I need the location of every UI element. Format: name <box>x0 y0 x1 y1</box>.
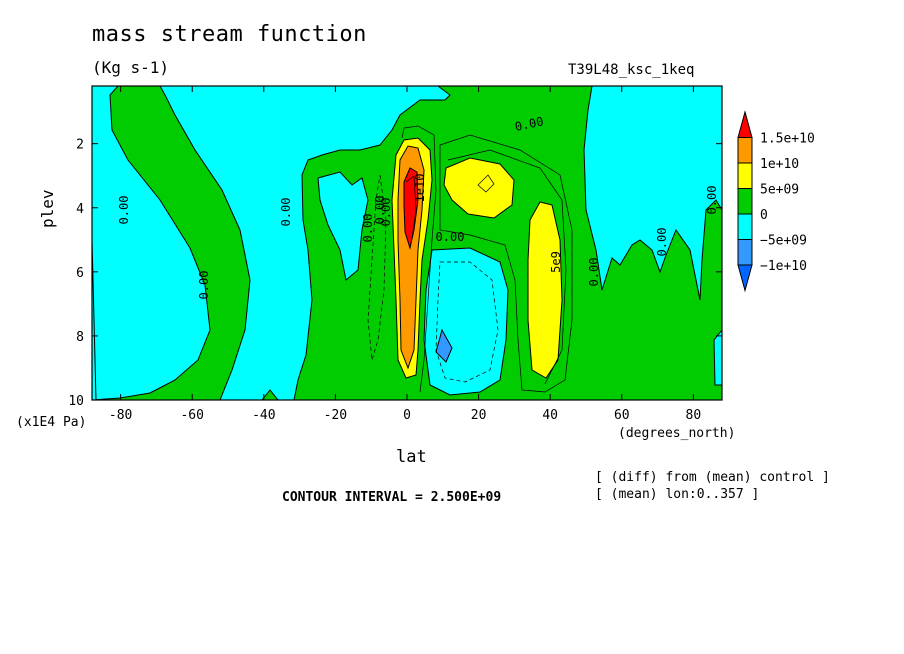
contour-label: 0.00 <box>705 186 719 215</box>
contour-label: 0.00 <box>379 198 393 227</box>
run-id: T39L48_ksc_1keq <box>568 62 695 78</box>
y-tick-label: 10 <box>68 394 84 409</box>
x-tick-label: 20 <box>471 408 487 423</box>
negative-zone-north-corner <box>713 328 723 386</box>
negative-zone-southpole <box>91 85 211 401</box>
contour-label: 0.00 <box>514 114 545 134</box>
negative-zone-tropics-south <box>317 171 369 281</box>
x-axis-units: (degrees_north) <box>618 426 736 441</box>
y-axis-units: (x1E4 Pa) <box>16 415 87 430</box>
contour-label: 0.00 <box>117 196 131 225</box>
contour-label: 0.00 <box>655 228 669 257</box>
contour-label: 0.00 <box>197 271 211 300</box>
x-tick-label: 0 <box>403 408 411 423</box>
contour-labels: 0.00 0.00 0.00 0.00 0.00 0.00 0.00 0.00 … <box>117 114 719 299</box>
positive-cell-upper-north <box>443 157 515 219</box>
contour-line-pos-2 <box>447 149 567 385</box>
y-tick-label: 4 <box>76 202 84 217</box>
y-tick-label: 6 <box>76 266 84 281</box>
contour-label: 0.00 <box>361 214 375 243</box>
contour-interval: CONTOUR INTERVAL = 2.500E+09 <box>282 490 502 505</box>
contour-label: 0.00 <box>587 258 601 287</box>
negative-zone-tropics-north <box>423 247 509 396</box>
x-tick-label: -20 <box>324 408 347 423</box>
negative-zone-midlat-south <box>159 85 451 401</box>
colorbar-swatch-top <box>737 110 753 138</box>
axes: -80 -60 -40 -20 0 20 40 60 80 2 4 6 8 10 <box>68 86 722 423</box>
colorbar-swatch <box>737 239 753 266</box>
x-tick-label: -80 <box>109 408 132 423</box>
colorbar-label: −5e+09 <box>760 234 807 249</box>
x-tick-label: -60 <box>180 408 203 423</box>
colorbar-label: 5e+09 <box>760 183 799 198</box>
chart-units: (Kg s-1) <box>92 58 170 77</box>
colorbar-label: 1e+10 <box>760 157 799 172</box>
y-tick-label: 2 <box>76 138 84 153</box>
x-tick-label: 80 <box>686 408 702 423</box>
colorbar-label: 1.5e+10 <box>760 132 815 147</box>
contour-label: 1e10 <box>413 174 427 203</box>
y-tick-label: 8 <box>76 330 84 345</box>
colorbar-swatch <box>737 188 753 215</box>
colorbar-label: −1e+10 <box>760 259 807 274</box>
chart-title: mass stream function <box>92 22 367 47</box>
colorbar-swatch <box>737 162 753 189</box>
contour-line-equator-2 <box>405 175 417 239</box>
positive-cell-40n <box>527 201 563 379</box>
contour-line-pos-3 <box>477 174 495 193</box>
x-axis-label: lat <box>396 447 427 467</box>
contour-lines <box>367 125 573 393</box>
note-mean: [ (mean) lon:0..357 ] <box>595 487 760 502</box>
x-tick-label: -40 <box>252 408 275 423</box>
colorbar-swatch <box>737 213 753 240</box>
x-tick-label: 40 <box>542 408 558 423</box>
contour-label: 0.00 <box>373 196 387 225</box>
colorbar: 1.5e+10 1e+10 5e+09 0 −5e+09 −1e+10 <box>737 110 815 293</box>
contour-label: 5e9 <box>549 251 563 273</box>
colorbar-swatch-bottom <box>737 264 753 293</box>
colorbar-label: 0 <box>760 208 768 223</box>
x-tick-label: 60 <box>614 408 630 423</box>
strong-negative-cell <box>435 328 453 363</box>
contour-line-equator-1 <box>401 125 437 393</box>
contour-line-pos-1 <box>439 134 573 393</box>
negative-zone-northpole <box>583 85 723 301</box>
y-axis-label: plev <box>38 189 57 228</box>
note-diff: [ (diff) from (mean) control ] <box>595 470 830 485</box>
contour-label: 0.00 <box>436 230 465 244</box>
colorbar-swatch <box>737 137 753 164</box>
contour-line-neg-2 <box>435 261 499 383</box>
contour-label: 0.00 <box>279 198 293 227</box>
